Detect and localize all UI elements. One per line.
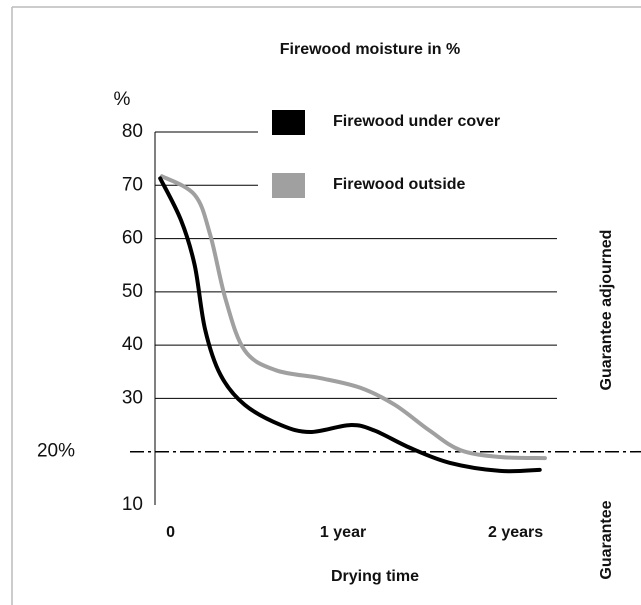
y-tick-label: 80 bbox=[122, 121, 143, 142]
legend-swatch bbox=[272, 110, 305, 135]
legend-label: Firewood under cover bbox=[333, 113, 500, 130]
annotation: Guarantee adjourned bbox=[598, 230, 615, 391]
y-tick-label: 50 bbox=[122, 281, 143, 302]
annotation: Guarantee bbox=[598, 500, 615, 579]
y-tick-label: 20% bbox=[37, 441, 75, 462]
x-tick-label: 2 years bbox=[488, 524, 543, 541]
y-unit: % bbox=[114, 89, 131, 110]
y-tick-label: 30 bbox=[122, 387, 143, 408]
y-tick-label: 10 bbox=[122, 494, 143, 515]
y-tick-label: 70 bbox=[122, 174, 143, 195]
legend-swatch bbox=[272, 173, 305, 198]
y-tick-label: 60 bbox=[122, 228, 143, 249]
x-axis-label: Drying time bbox=[331, 568, 419, 585]
chart-title: Firewood moisture in % bbox=[280, 41, 460, 58]
line bbox=[159, 174, 547, 461]
x-tick-label: 1 year bbox=[320, 524, 366, 541]
y-tick-label: 40 bbox=[122, 334, 143, 355]
x-tick-label: 0 bbox=[166, 524, 175, 541]
line bbox=[158, 176, 542, 474]
legend-label: Firewood outside bbox=[333, 176, 466, 193]
